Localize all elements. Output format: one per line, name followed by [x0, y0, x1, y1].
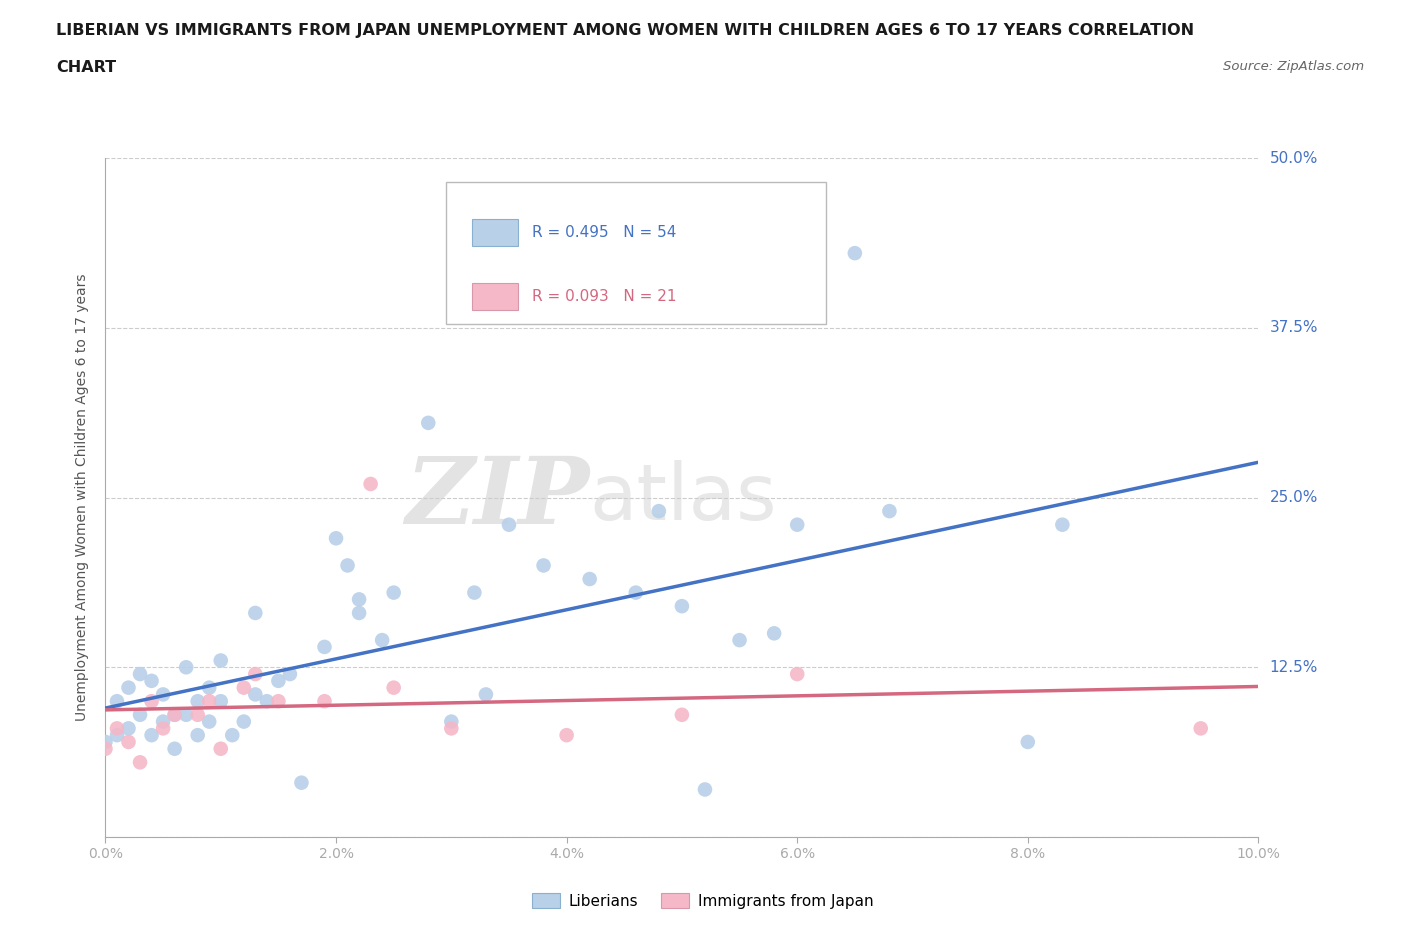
Point — [347, 605, 370, 620]
Text: R = 0.495   N = 54: R = 0.495 N = 54 — [531, 225, 676, 240]
Point — [879, 504, 901, 519]
Point — [152, 714, 174, 729]
Point — [198, 714, 221, 729]
Point — [786, 517, 808, 532]
Point — [671, 599, 693, 614]
Point — [360, 476, 382, 491]
Point — [728, 632, 751, 647]
Point — [314, 640, 336, 655]
Point — [290, 776, 312, 790]
Point — [1189, 721, 1212, 736]
Point — [671, 708, 693, 723]
Point — [198, 680, 221, 695]
Point — [1017, 735, 1039, 750]
Bar — [472, 283, 519, 311]
Point — [648, 504, 671, 519]
Point — [129, 667, 152, 682]
Point — [440, 721, 463, 736]
Point — [498, 517, 520, 532]
Text: 50.0%: 50.0% — [1270, 151, 1317, 166]
Point — [314, 694, 336, 709]
Point — [209, 694, 232, 709]
Point — [475, 687, 498, 702]
Point — [624, 585, 647, 600]
Point — [141, 673, 163, 688]
Text: 37.5%: 37.5% — [1270, 320, 1317, 336]
Text: LIBERIAN VS IMMIGRANTS FROM JAPAN UNEMPLOYMENT AMONG WOMEN WITH CHILDREN AGES 6 : LIBERIAN VS IMMIGRANTS FROM JAPAN UNEMPL… — [56, 23, 1194, 38]
Point — [163, 741, 186, 756]
Text: R = 0.093   N = 21: R = 0.093 N = 21 — [531, 289, 676, 304]
Y-axis label: Unemployment Among Women with Children Ages 6 to 17 years: Unemployment Among Women with Children A… — [76, 273, 90, 722]
Point — [578, 572, 600, 587]
Point — [129, 708, 152, 723]
Point — [141, 694, 163, 709]
Point — [256, 694, 278, 709]
Point — [786, 667, 808, 682]
Point — [117, 721, 139, 736]
Point — [209, 653, 232, 668]
Point — [371, 632, 394, 647]
Point — [555, 727, 578, 742]
Text: Source: ZipAtlas.com: Source: ZipAtlas.com — [1223, 60, 1364, 73]
Point — [763, 626, 786, 641]
Point — [440, 714, 463, 729]
Point — [105, 721, 128, 736]
Point — [232, 714, 254, 729]
Point — [221, 727, 243, 742]
Point — [336, 558, 359, 573]
Point — [129, 755, 152, 770]
Point — [267, 673, 290, 688]
Point — [117, 735, 139, 750]
Point — [1052, 517, 1074, 532]
Point — [418, 416, 440, 431]
Point — [187, 727, 209, 742]
Point — [347, 592, 370, 607]
Point — [105, 694, 128, 709]
Point — [382, 585, 405, 600]
Point — [209, 741, 232, 756]
Point — [267, 694, 290, 709]
Text: 25.0%: 25.0% — [1270, 490, 1317, 505]
Point — [844, 246, 866, 260]
Point — [117, 680, 139, 695]
Point — [245, 605, 267, 620]
Point — [232, 680, 254, 695]
Point — [105, 727, 128, 742]
Text: ZIP: ZIP — [405, 453, 589, 542]
Point — [245, 667, 267, 682]
Point — [693, 782, 716, 797]
FancyBboxPatch shape — [446, 182, 827, 325]
Point — [163, 708, 186, 723]
Point — [94, 741, 117, 756]
Text: atlas: atlas — [589, 459, 778, 536]
Point — [187, 694, 209, 709]
Point — [174, 660, 197, 675]
Point — [163, 708, 186, 723]
Point — [382, 680, 405, 695]
Bar — [472, 219, 519, 246]
Point — [198, 694, 221, 709]
Legend: Liberians, Immigrants from Japan: Liberians, Immigrants from Japan — [526, 886, 880, 915]
Text: 12.5%: 12.5% — [1270, 659, 1317, 675]
Text: CHART: CHART — [56, 60, 117, 75]
Point — [174, 708, 197, 723]
Point — [94, 735, 117, 750]
Point — [463, 585, 485, 600]
Point — [533, 558, 555, 573]
Point — [152, 721, 174, 736]
Point — [187, 708, 209, 723]
Point — [325, 531, 347, 546]
Point — [152, 687, 174, 702]
Point — [278, 667, 301, 682]
Point — [141, 727, 163, 742]
Point — [245, 687, 267, 702]
